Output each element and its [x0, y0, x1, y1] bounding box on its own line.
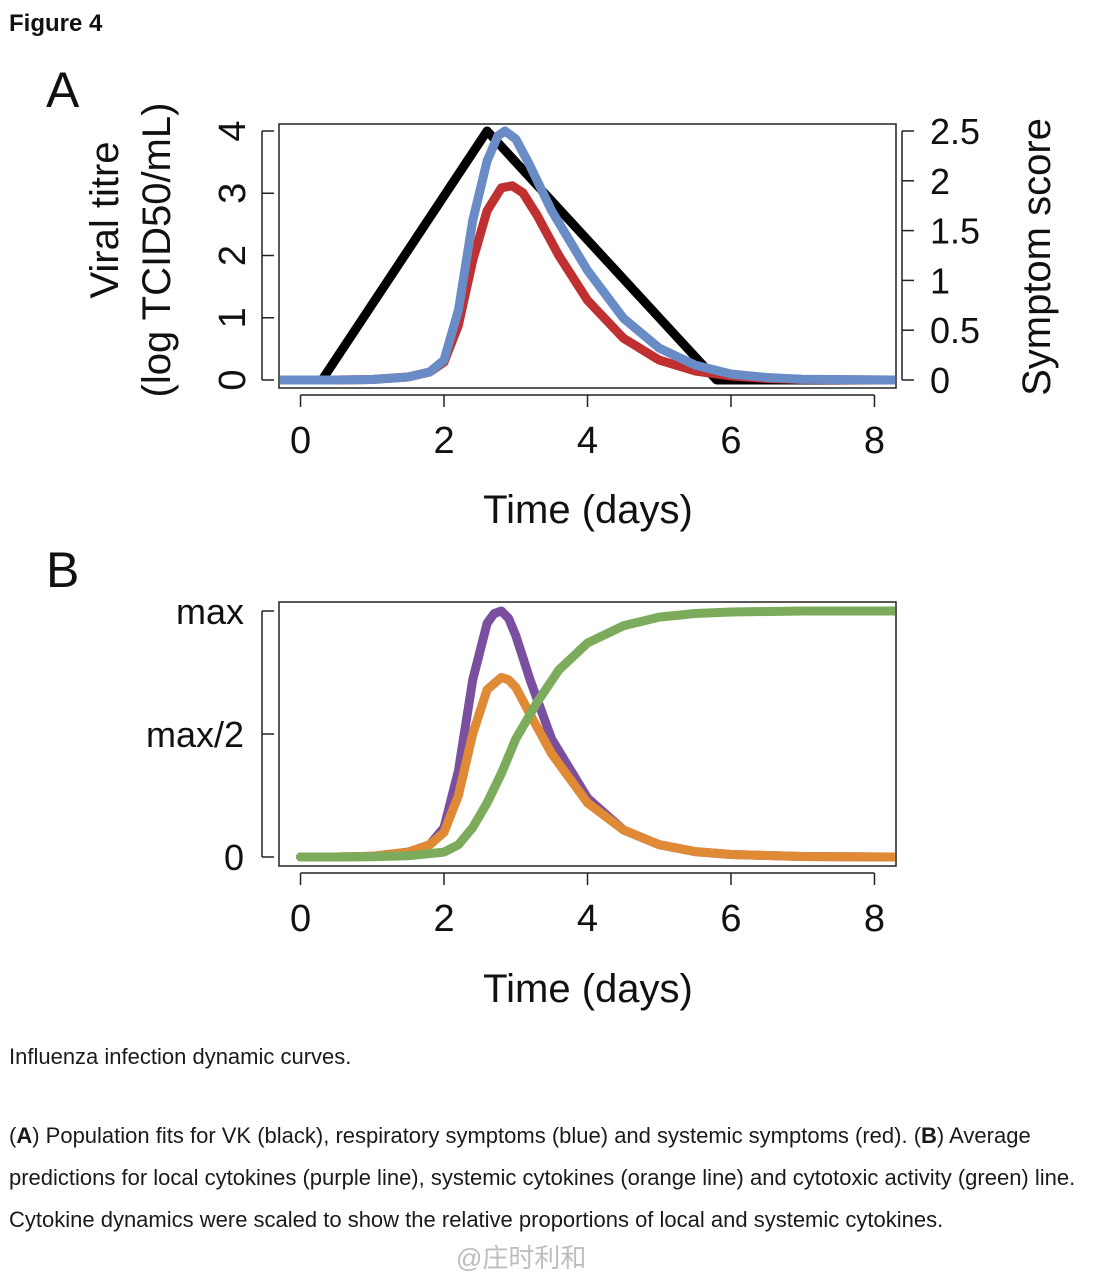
panel-a-letter: A: [46, 62, 80, 118]
panel-a: A 0 2 4 6 8 0 1 2 3 4 0 0.5 1 1.5 2 2.5 Time (days) V…: [46, 62, 1059, 532]
figure-title: Figure 4: [9, 10, 103, 37]
panel-a-x-axis: 0 2 4 6 8: [290, 394, 885, 462]
caption-a-text: ) Population fits for VK (black), respir…: [32, 1123, 922, 1148]
series-line-local-cytokines-purple: [296, 606, 895, 862]
panel-b-y-axis: 0 max/2 max: [146, 591, 274, 878]
x-tick-label: 2: [433, 898, 454, 940]
y2-tick-label: 1: [930, 260, 950, 301]
x-tick-label: 6: [720, 420, 741, 462]
series-line-systemic-symptoms-red: [280, 181, 895, 385]
caption-short: Influenza infection dynamic curves.: [9, 1044, 352, 1069]
x-tick-label: 0: [290, 420, 311, 462]
panel-a-y-axis: 0 1 2 3 4: [212, 120, 274, 391]
y-tick-label: 0: [212, 369, 254, 390]
y-tick-label: 2: [212, 245, 254, 266]
caption-long: (A) Population fits for VK (black), resp…: [9, 1123, 1076, 1232]
caption-a-label: A: [16, 1123, 33, 1148]
y-tick-label: 4: [212, 120, 254, 141]
y-tick-label: 0: [224, 837, 244, 878]
y2-tick-label: 2: [930, 161, 950, 202]
panel-b: B 0 2 4 6 8 0 max/2 max Time (days): [46, 542, 897, 1011]
y2-tick-label: 2.5: [930, 111, 980, 152]
panel-a-series: [280, 126, 895, 385]
y-tick-label: max/2: [146, 714, 244, 755]
y-tick-label: 1: [212, 307, 254, 328]
panel-b-plot-frame: [278, 601, 897, 867]
series-line-systemic-cytokines-orange: [296, 672, 895, 862]
x-tick-label: 6: [720, 898, 741, 940]
panel-a-ylabel-line1: Viral titre: [83, 141, 127, 298]
panel-b-xlabel: Time (days): [483, 967, 693, 1011]
panel-a-ylabel-line2: (log TCID50/mL): [135, 103, 179, 398]
series-line-respiratory-symptoms-blue: [280, 126, 895, 385]
caption-b-text: ) Average predictions for local cytokine…: [9, 1123, 1076, 1232]
panel-b-letter: B: [46, 542, 79, 598]
caption-b-label: B: [921, 1123, 937, 1148]
panel-a-plot-frame: [278, 123, 897, 389]
x-tick-label: 8: [864, 898, 885, 940]
panel-a-y2-axis: 0 0.5 1 1.5 2 2.5: [901, 111, 980, 401]
panel-a-xlabel: Time (days): [483, 488, 693, 532]
panel-b-series: [296, 606, 895, 862]
x-tick-label: 0: [290, 898, 311, 940]
watermark: @庄时利和: [456, 1243, 587, 1273]
series-line-cytotoxic-activity-green: [296, 606, 895, 862]
x-tick-label: 4: [577, 898, 598, 940]
x-tick-label: 4: [577, 420, 598, 462]
y-tick-label: max: [176, 591, 244, 632]
y-tick-label: 3: [212, 183, 254, 204]
panel-b-x-axis: 0 2 4 6 8: [290, 872, 885, 940]
y2-tick-label: 1.5: [930, 211, 980, 252]
figure-svg: A 0 2 4 6 8 0 1 2 3 4 0 0.5 1 1.5 2 2.5 Time (days) V…: [46, 62, 1059, 1011]
series-line-vk-black: [280, 126, 895, 385]
y2-tick-label: 0.5: [930, 310, 980, 351]
y2-tick-label: 0: [930, 360, 950, 401]
x-tick-label: 8: [864, 420, 885, 462]
x-tick-label: 2: [433, 420, 454, 462]
panel-a-y2label: Symptom score: [1015, 118, 1059, 396]
